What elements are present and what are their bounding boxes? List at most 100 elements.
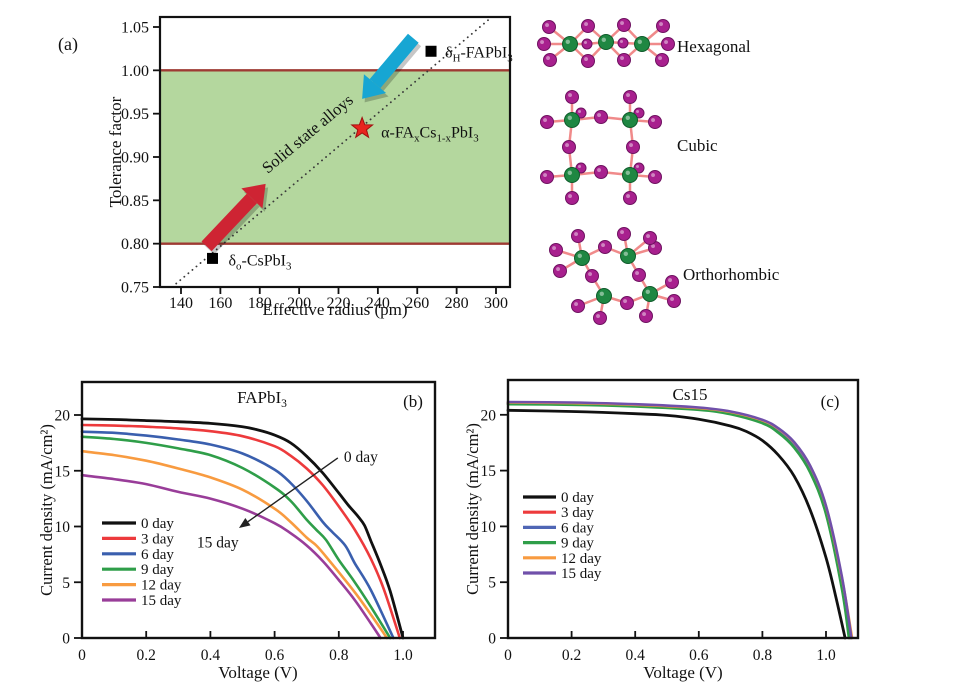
halide-atom (656, 19, 670, 33)
atom-highlight (658, 56, 662, 60)
halide-atom (617, 227, 631, 241)
a-y-tick-label: 0.90 (121, 149, 149, 166)
legend-label-0-day: 0 day (141, 516, 174, 532)
x-tick-label: 1.0 (816, 647, 836, 664)
atom-highlight (584, 22, 588, 26)
delta-o-CsPbI3-label: δo-CsPbI3 (229, 252, 292, 272)
delta-o-CsPbI3-marker (207, 252, 218, 264)
metal-atom (622, 167, 638, 183)
atom-highlight (664, 40, 668, 44)
halide-atom (543, 53, 557, 67)
atom-highlight (625, 115, 630, 121)
structure-label-cubic: Cubic (677, 136, 718, 155)
x-tick-label: 0 (504, 647, 512, 664)
metal-atom (564, 112, 580, 128)
panel-a-xlabel: Effective radius (pm) (262, 300, 407, 319)
panel-title: FAPbI3 (237, 388, 287, 410)
panel-b-xlabel: Voltage (V) (218, 663, 297, 682)
atom-highlight (620, 21, 624, 25)
halide-atom (639, 309, 653, 323)
x-tick-label: 0.4 (201, 647, 221, 664)
halide-atom (667, 294, 681, 308)
metal-atom (620, 248, 636, 264)
halide-atom (661, 37, 675, 51)
x-tick-label: 0.2 (562, 647, 581, 664)
a-x-tick-label: 200 (287, 295, 311, 312)
x-tick-label: 0.8 (329, 647, 349, 664)
atom-highlight (552, 246, 556, 250)
halide-atom (655, 53, 669, 67)
y-tick-label: 20 (55, 408, 71, 425)
a-x-tick-label: 280 (445, 295, 469, 312)
atom-highlight (623, 299, 627, 303)
metal-atom (574, 250, 590, 266)
curve-15-day (506, 400, 853, 640)
curve-9-day (506, 402, 851, 640)
atom-highlight (578, 165, 581, 168)
panel-a-axes-box (158, 15, 512, 289)
aging-arrow (247, 457, 339, 523)
curve-3-day (506, 402, 852, 640)
panel-a-tag: (a) (58, 34, 78, 55)
atom-highlight (620, 40, 623, 43)
atom-highlight (596, 314, 600, 318)
metal-atom (598, 34, 614, 50)
halide-atom (617, 53, 631, 67)
halide-atom (540, 115, 554, 129)
curve-9-day (80, 435, 392, 640)
curve-0-day (80, 417, 405, 640)
curve-12-day (506, 401, 854, 640)
panel-c-xlabel: Voltage (V) (643, 663, 722, 682)
x-tick-label: 1.0 (393, 647, 413, 664)
legend-label-15-day: 15 day (561, 566, 602, 582)
a-x-tick-label: 240 (366, 295, 390, 312)
legend-label-6-day: 6 day (561, 520, 594, 536)
halide-atom (617, 37, 629, 49)
legend-label-12-day: 12 day (561, 551, 602, 567)
diagonal-dotted-line (171, 19, 490, 288)
curve-15-day (80, 473, 382, 640)
panel-a-plot: Solid state alloysδo-CsPbI3δH-FAPbI3α-FA… (121, 15, 513, 312)
legend-label-6-day: 6 day (141, 547, 174, 563)
curve-6-day (80, 430, 395, 640)
a-x-tick-label: 160 (208, 295, 232, 312)
panel-c-ylabel: Current density (mA/cm²) (463, 423, 482, 595)
atom-highlight (645, 289, 650, 294)
atom-highlight (543, 118, 547, 123)
halide-atom (565, 90, 579, 104)
y-tick-label: 0 (488, 631, 496, 648)
halide-atom (665, 275, 679, 289)
atom-highlight (670, 297, 674, 301)
halide-atom (648, 170, 662, 184)
atom-highlight (584, 57, 588, 61)
atom-highlight (651, 173, 655, 177)
atom-highlight (659, 22, 663, 26)
gen-c-axes-box (506, 378, 860, 640)
atom-highlight (620, 56, 624, 60)
atom-highlight (623, 251, 628, 256)
a-x-tick-label: 260 (405, 295, 429, 312)
atom-highlight (568, 93, 572, 98)
atom-highlight (584, 41, 587, 44)
gen-b-axes-box (80, 380, 437, 640)
metal-atom (634, 36, 650, 52)
atom-highlight (668, 278, 672, 282)
atom-highlight (626, 93, 630, 98)
halide-atom (565, 191, 579, 205)
halide-atom (553, 264, 567, 278)
atom-highlight (636, 165, 639, 168)
atom-highlight (578, 110, 581, 113)
x-tick-label: 0 (78, 647, 86, 664)
atom-highlight (601, 243, 605, 247)
halide-atom (594, 110, 608, 124)
halide-atom (542, 20, 556, 34)
atom-highlight (588, 272, 592, 276)
halide-atom (537, 37, 551, 51)
delta-H-FAPbI3-marker (425, 45, 437, 57)
legend-label-3-day: 3 day (141, 531, 174, 547)
metal-atom (622, 112, 638, 128)
a-x-tick-label: 300 (484, 295, 508, 312)
a-y-tick-label: 1.05 (121, 19, 149, 36)
a-y-tick-label: 0.85 (121, 193, 149, 210)
